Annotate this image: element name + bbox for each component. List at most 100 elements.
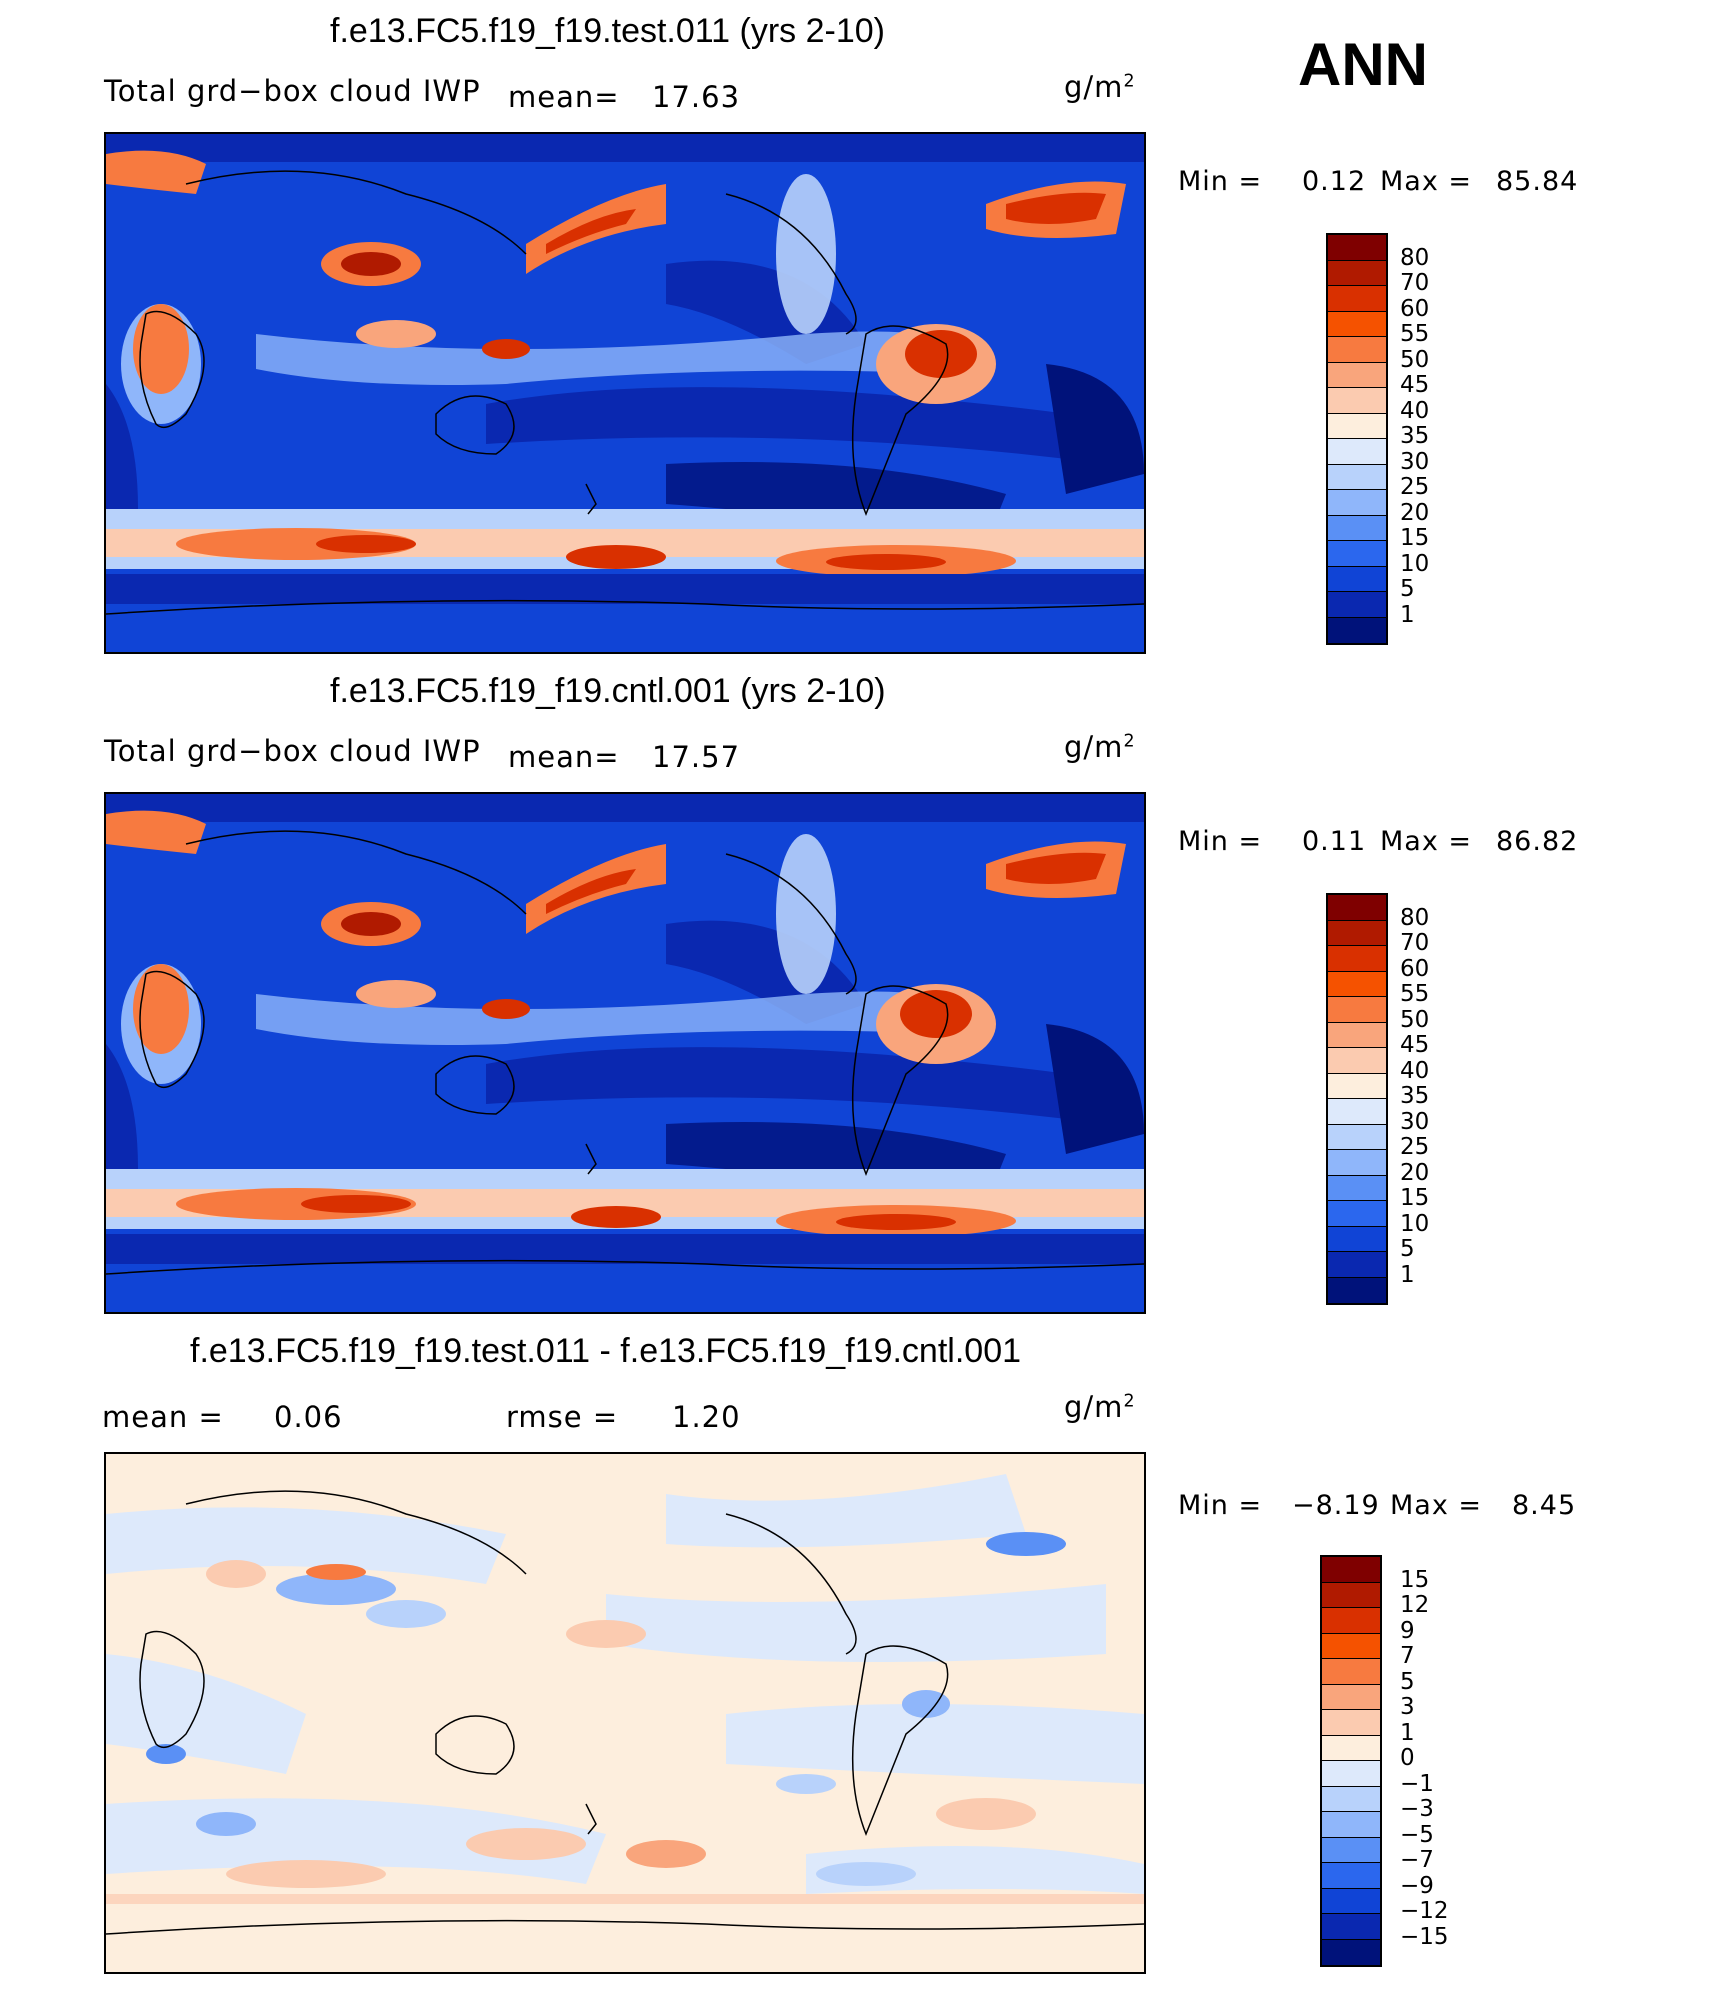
colorbar-panel3 — [1320, 1555, 1382, 1967]
colorbar-swatch — [1328, 1277, 1386, 1303]
colorbar-tick-label: 5 — [1400, 576, 1415, 602]
panel3-rmse-label: rmse = — [506, 1400, 619, 1434]
panel3-mean: 0.06 — [274, 1400, 343, 1434]
colorbar-tick-label: 3 — [1400, 1694, 1415, 1720]
colorbar-tick-label: 60 — [1400, 955, 1430, 982]
colorbar-tick-label: 20 — [1400, 499, 1430, 526]
colorbar-swatch — [1328, 413, 1386, 439]
panel1-variable: Total grd−box cloud IWP — [104, 74, 481, 108]
colorbar-swatch — [1322, 1863, 1380, 1889]
colorbar-tick-label: 25 — [1400, 1134, 1430, 1160]
field-contours — [106, 794, 1144, 1312]
colorbar-swatch — [1322, 1659, 1380, 1685]
colorbar-tick-label: 40 — [1400, 1057, 1430, 1084]
colorbar-swatch — [1328, 1201, 1386, 1227]
colorbar-tick-label: 60 — [1400, 295, 1430, 322]
colorbar-swatch — [1328, 362, 1386, 388]
colorbar-tick-label: 45 — [1400, 1032, 1430, 1058]
colorbar-tick-label: −12 — [1400, 1898, 1449, 1924]
panel2-units: g/m2 — [1064, 730, 1136, 764]
colorbar-swatch — [1328, 541, 1386, 567]
colorbar-swatch — [1328, 566, 1386, 592]
colorbar-swatch — [1328, 920, 1386, 946]
colorbar-tick-label: 1 — [1400, 601, 1415, 628]
colorbar-swatch — [1328, 1048, 1386, 1074]
panel2-max-label: Max = — [1380, 826, 1473, 857]
panel2-variable: Total grd−box cloud IWP — [104, 734, 481, 768]
colorbar-tick-label: −7 — [1400, 1847, 1434, 1873]
colorbar-swatch — [1328, 1073, 1386, 1099]
colorbar-swatch — [1328, 260, 1386, 286]
panel3-units: g/m2 — [1064, 1390, 1136, 1424]
panel3-rmse: 1.20 — [672, 1400, 741, 1434]
colorbar-swatch — [1322, 1582, 1380, 1608]
colorbar-swatch — [1322, 1710, 1380, 1736]
colorbar-swatch — [1322, 1914, 1380, 1940]
panel3-mean-label: mean = — [102, 1400, 224, 1434]
colorbar-swatch — [1322, 1557, 1380, 1583]
season-label: ANN — [1298, 31, 1428, 98]
colorbar-swatch — [1322, 1939, 1380, 1965]
colorbar-swatch — [1328, 617, 1386, 643]
colorbar-swatch — [1328, 997, 1386, 1023]
panel1-title: f.e13.FC5.f19_f19.test.011 (yrs 2-10) — [330, 12, 885, 50]
colorbar-tick-label: −9 — [1400, 1872, 1434, 1899]
colorbar-swatch — [1322, 1735, 1380, 1761]
panel1-max-label: Max = — [1380, 166, 1473, 197]
colorbar-tick-label: 70 — [1400, 270, 1430, 296]
colorbar-tick-label: 80 — [1400, 904, 1430, 931]
colorbar-swatch — [1328, 311, 1386, 337]
coastlines — [106, 170, 1144, 615]
colorbar-tick-label: 50 — [1400, 1006, 1430, 1033]
colorbar-tick-label: 30 — [1400, 1108, 1430, 1135]
field-contours — [106, 134, 1144, 652]
panel1-mean: 17.63 — [652, 80, 741, 114]
panel1-mean-label: mean= — [508, 80, 620, 114]
coastlines — [106, 830, 1144, 1275]
colorbar-tick-label: −1 — [1400, 1770, 1434, 1797]
colorbar-swatch — [1328, 1252, 1386, 1278]
colorbar-tick-label: 10 — [1400, 1210, 1430, 1237]
colorbar-tick-label: 0 — [1400, 1745, 1415, 1771]
colorbar-tick-label: 25 — [1400, 474, 1430, 500]
colorbar-tick-label: 20 — [1400, 1159, 1430, 1186]
colorbar-swatch — [1328, 1099, 1386, 1125]
panel3-max-label: Max = — [1390, 1490, 1483, 1521]
panel2-mean-label: mean= — [508, 740, 620, 774]
colorbar-panel2 — [1326, 893, 1388, 1305]
colorbar-tick-label: 15 — [1400, 525, 1430, 551]
colorbar-tick-label: −15 — [1400, 1923, 1449, 1950]
colorbar-tick-label: 15 — [1400, 1185, 1430, 1211]
panel1-min: 0.12 — [1302, 166, 1367, 197]
panel1-min-label: Min = — [1178, 166, 1263, 197]
colorbar-swatch — [1322, 1633, 1380, 1659]
colorbar-swatch — [1328, 1175, 1386, 1201]
colorbar-swatch — [1322, 1608, 1380, 1634]
panel3-min-label: Min = — [1178, 1490, 1263, 1521]
colorbar-swatch — [1322, 1837, 1380, 1863]
colorbar-swatch — [1322, 1761, 1380, 1787]
colorbar-tick-label: 80 — [1400, 244, 1430, 271]
colorbar-swatch — [1328, 895, 1386, 921]
panel2-max: 86.82 — [1496, 826, 1579, 857]
panel1-units: g/m2 — [1064, 70, 1136, 104]
colorbar-swatch — [1328, 464, 1386, 490]
colorbar-tick-label: 10 — [1400, 550, 1430, 577]
colorbar-tick-label: 40 — [1400, 397, 1430, 424]
colorbar-panel1 — [1326, 233, 1388, 645]
colorbar-tick-label: 50 — [1400, 346, 1430, 373]
colorbar-tick-label: −5 — [1400, 1821, 1434, 1848]
map-panel1 — [104, 132, 1146, 654]
colorbar-swatch — [1328, 286, 1386, 312]
colorbar-swatch — [1328, 439, 1386, 465]
colorbar-tick-label: 1 — [1400, 1719, 1415, 1746]
field-contours — [106, 1474, 1144, 1904]
panel2-mean: 17.57 — [652, 740, 741, 774]
colorbar-tick-label: 30 — [1400, 448, 1430, 475]
colorbar-tick-label: 12 — [1400, 1592, 1430, 1618]
colorbar-swatch — [1328, 1226, 1386, 1252]
colorbar-tick-label: 5 — [1400, 1668, 1415, 1695]
colorbar-swatch — [1328, 235, 1386, 261]
colorbar-swatch — [1328, 337, 1386, 363]
colorbar-tick-label: 7 — [1400, 1643, 1415, 1669]
